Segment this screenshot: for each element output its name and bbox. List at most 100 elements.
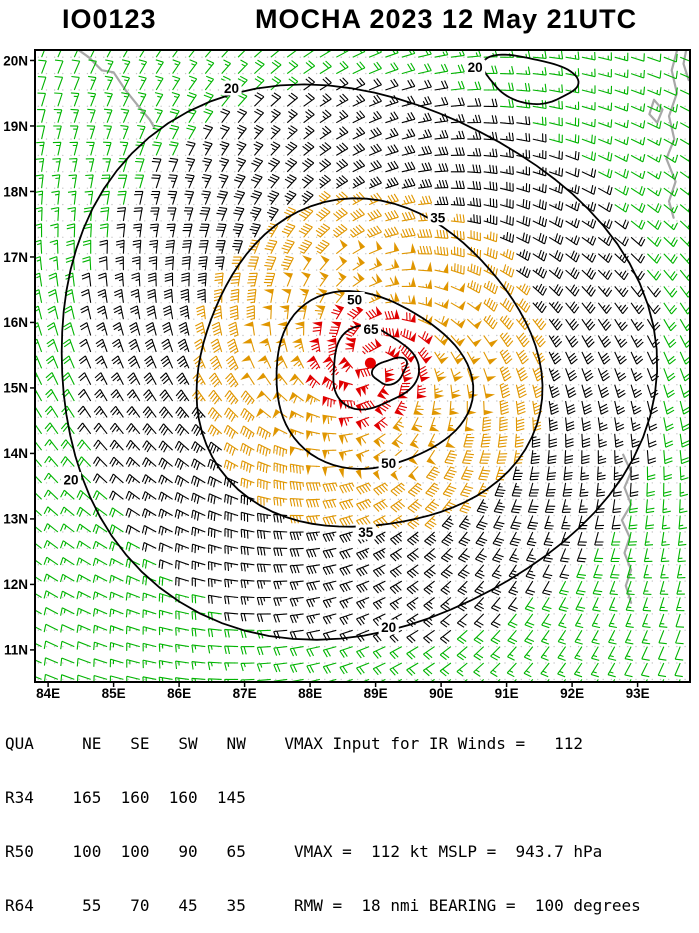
wind-barb bbox=[401, 95, 416, 107]
wind-barb bbox=[76, 506, 92, 517]
wind-barb bbox=[80, 305, 92, 320]
wind-barb bbox=[531, 433, 541, 448]
wind-barb bbox=[434, 80, 449, 91]
wind-barb bbox=[186, 124, 197, 140]
wind-barb bbox=[204, 75, 215, 91]
wind-barb bbox=[301, 158, 315, 173]
wind-barb bbox=[62, 355, 75, 369]
wind-barb bbox=[191, 661, 206, 670]
wind-barb bbox=[679, 122, 690, 129]
wind-barb bbox=[500, 149, 514, 159]
wind-barb bbox=[158, 474, 173, 485]
wind-barb bbox=[406, 629, 419, 644]
y-axis-labels: 11N 12N 13N 14N 15N 16N 17N 18N 19N 20N bbox=[3, 53, 35, 658]
wind-barb bbox=[581, 85, 596, 94]
wind-barb bbox=[659, 580, 669, 595]
wind-barb bbox=[299, 288, 310, 303]
wind-barb bbox=[76, 540, 92, 549]
wind-barb bbox=[250, 206, 262, 222]
wind-barb bbox=[483, 368, 497, 382]
wind-barb bbox=[142, 642, 157, 652]
wind-barb bbox=[647, 103, 662, 113]
wind-barb bbox=[441, 531, 454, 547]
wind-barb bbox=[573, 662, 583, 678]
wind-barb bbox=[322, 596, 337, 609]
wind-barb bbox=[630, 69, 645, 79]
wind-barb bbox=[35, 322, 43, 336]
wind-barb bbox=[401, 144, 416, 156]
wind-barb bbox=[126, 406, 141, 418]
contour-label-box bbox=[378, 455, 399, 471]
wind-barb bbox=[378, 678, 386, 682]
wind-barb bbox=[240, 442, 255, 457]
wind-barb bbox=[211, 321, 223, 336]
wind-barb bbox=[325, 678, 337, 682]
wind-barb bbox=[500, 82, 515, 92]
wind-barb bbox=[92, 540, 108, 550]
wind-barb bbox=[614, 86, 629, 95]
wind-barb bbox=[544, 499, 556, 513]
wind-barb bbox=[48, 272, 59, 287]
wind-barb bbox=[560, 531, 571, 546]
wind-barb bbox=[434, 280, 449, 292]
wind-barb bbox=[254, 92, 265, 107]
wind-barb bbox=[167, 190, 178, 205]
wind-barb bbox=[204, 50, 213, 58]
wind-barb bbox=[466, 384, 479, 399]
wind-barb bbox=[146, 305, 157, 320]
wind-barb bbox=[629, 482, 639, 497]
wind-barb bbox=[400, 227, 416, 238]
wind-barb bbox=[306, 662, 321, 674]
wind-barb bbox=[356, 498, 372, 512]
wind-barb bbox=[630, 202, 646, 213]
wind-barb bbox=[499, 399, 509, 416]
wind-barb bbox=[121, 92, 130, 107]
wind-barb bbox=[494, 482, 506, 497]
wind-barb bbox=[352, 239, 366, 255]
wind-barb bbox=[458, 531, 471, 547]
wind-barb bbox=[679, 204, 690, 214]
wind-barb bbox=[463, 678, 468, 682]
wind-barb bbox=[319, 255, 330, 271]
wind-barb bbox=[608, 613, 617, 629]
wind-barb bbox=[401, 294, 416, 305]
wind-barb bbox=[630, 318, 645, 331]
contour-label-box bbox=[60, 472, 82, 488]
wind-barb bbox=[191, 492, 206, 504]
x-tick-label: 93E bbox=[626, 686, 650, 701]
wind-barb bbox=[240, 528, 255, 539]
wind-barb bbox=[499, 315, 514, 330]
wind-barb bbox=[614, 136, 629, 146]
wind-barb bbox=[76, 624, 91, 633]
wind-barb bbox=[412, 678, 419, 682]
wind-barb bbox=[516, 82, 531, 92]
wind-barb bbox=[67, 190, 77, 205]
wind-barb bbox=[162, 321, 174, 336]
wind-barb bbox=[429, 678, 435, 682]
wind-barb bbox=[60, 657, 75, 667]
wind-barb bbox=[185, 157, 196, 173]
wind-barb bbox=[548, 201, 564, 211]
wind-barb bbox=[630, 153, 646, 163]
wind-barb bbox=[93, 658, 108, 667]
contour-label: 20 bbox=[63, 472, 78, 487]
wind-barb bbox=[679, 105, 690, 112]
wind-barb bbox=[467, 263, 482, 276]
wind-barb bbox=[210, 338, 223, 353]
wind-barb bbox=[565, 134, 580, 144]
wind-barb bbox=[125, 507, 141, 518]
wind-barb bbox=[270, 125, 281, 140]
wind-barb bbox=[372, 564, 386, 578]
wind-barb bbox=[475, 531, 488, 547]
wind-barb bbox=[483, 351, 498, 365]
wind-barb bbox=[548, 267, 564, 280]
wind-barb bbox=[225, 355, 239, 371]
r64-row: R64 55 70 45 35 RMW = 18 nmi BEARING = 1… bbox=[5, 896, 641, 915]
wind-barb bbox=[246, 305, 255, 321]
wind-barb bbox=[79, 322, 92, 336]
wind-barb bbox=[558, 580, 569, 596]
wind-barb bbox=[126, 675, 140, 682]
wind-barb bbox=[647, 253, 662, 264]
wind-barb bbox=[580, 466, 589, 481]
wind-barb bbox=[289, 463, 304, 474]
